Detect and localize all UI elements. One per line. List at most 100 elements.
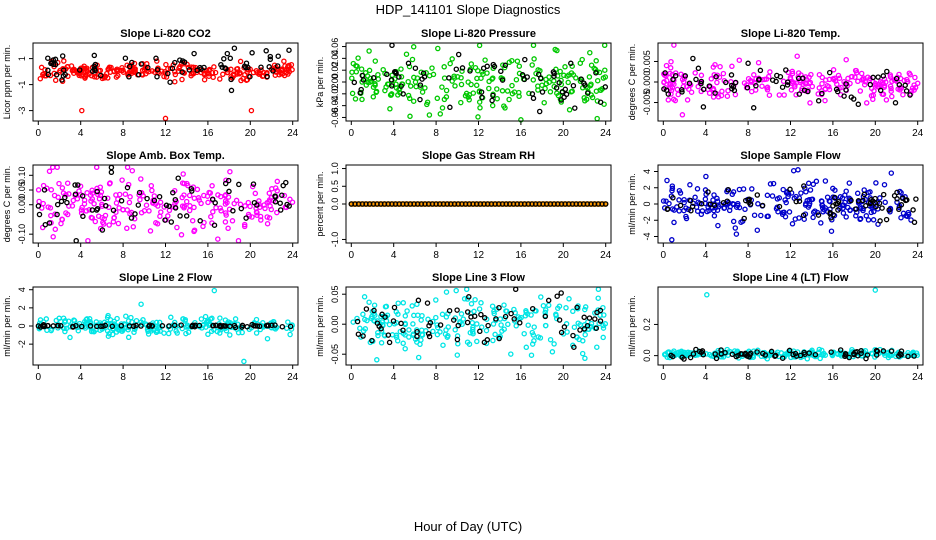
data-point [132,211,138,217]
data-point [86,316,93,322]
y-tick-label: 4 [17,287,27,292]
data-point [54,164,60,171]
data-point [434,331,441,338]
data-point [443,314,450,320]
data-point [384,71,390,78]
x-tick-label: 24 [600,372,612,383]
data-point [810,181,817,188]
data-point [695,83,701,90]
data-point [873,347,880,354]
data-point [349,75,355,81]
y-tick-label: 0.10 [17,167,27,185]
data-point [398,66,404,72]
data-point [183,198,190,205]
data-point [229,218,236,224]
data-point [750,105,757,111]
y-tick-label: 0 [642,201,652,206]
data-point [36,198,42,205]
data-point [819,74,826,81]
data-point [816,85,823,91]
x-tick-label: 24 [600,128,612,139]
data-point [391,304,398,311]
data-point [699,348,706,354]
data-point [222,65,228,71]
data-point [670,353,676,360]
data-point [262,205,268,212]
y-axis-label: ml/min per min. [315,295,325,357]
data-point [581,314,587,321]
data-point [59,185,66,191]
data-point [703,351,710,357]
data-point [582,82,588,88]
data-point [706,351,713,358]
data-point [759,76,766,83]
data-point [274,188,280,194]
data-point [157,199,164,206]
data-point [210,323,216,329]
data-point [765,73,772,80]
data-point [239,322,246,329]
x-tick-label: 16 [827,372,839,383]
data-point [59,216,65,223]
data-point [426,322,432,329]
data-point [806,350,812,356]
data-point [392,76,398,82]
data-point [289,66,295,73]
data-point [92,67,98,74]
data-point [665,97,672,103]
series-reference [35,164,292,244]
data-point [905,353,911,360]
data-point [476,89,483,95]
data-point [460,316,467,322]
data-point [222,201,229,207]
data-point [191,50,197,57]
data-point [594,344,600,350]
data-point [88,328,95,335]
data-point [163,61,169,68]
data-point [751,72,757,78]
data-point [564,329,570,335]
data-point [249,50,255,56]
data-point [893,75,900,82]
data-point [93,207,100,213]
data-point [400,330,407,337]
data-point [466,97,472,103]
panel-title: Slope Line 2 Flow [119,272,212,284]
x-tick-label: 12 [785,372,797,383]
data-point [366,299,372,305]
y-tick-label: 0.04 [330,50,340,68]
data-point [499,77,506,83]
chart-panel: Slope Line 2 Flow ml/min per min. 0 4 8 12 16 2… [2,272,299,383]
data-point [530,77,537,83]
data-point [479,94,485,101]
data-point [94,188,100,195]
data-point [110,219,117,225]
x-tick-label: 0 [349,372,355,383]
data-point [162,217,168,223]
data-point [887,83,894,89]
data-point [370,75,377,81]
data-point [378,340,385,346]
y-tick-label: 4 [642,169,652,174]
data-point [357,325,363,332]
data-point [543,80,550,87]
data-point [478,324,485,330]
data-point [776,92,783,98]
data-point [411,312,417,319]
data-point [172,205,179,211]
data-point [270,68,276,74]
data-point [280,182,286,189]
data-point [76,67,83,73]
y-axis-label: percent per min. [315,171,325,236]
data-point [115,220,122,227]
data-point [884,68,890,75]
data-point [591,65,597,72]
x-tick-label: 24 [287,372,299,383]
data-point [478,311,484,318]
data-point [491,310,497,317]
data-point [729,351,736,358]
data-point [558,99,565,105]
data-point [502,313,509,320]
data-point [672,70,679,76]
data-point [464,339,471,345]
